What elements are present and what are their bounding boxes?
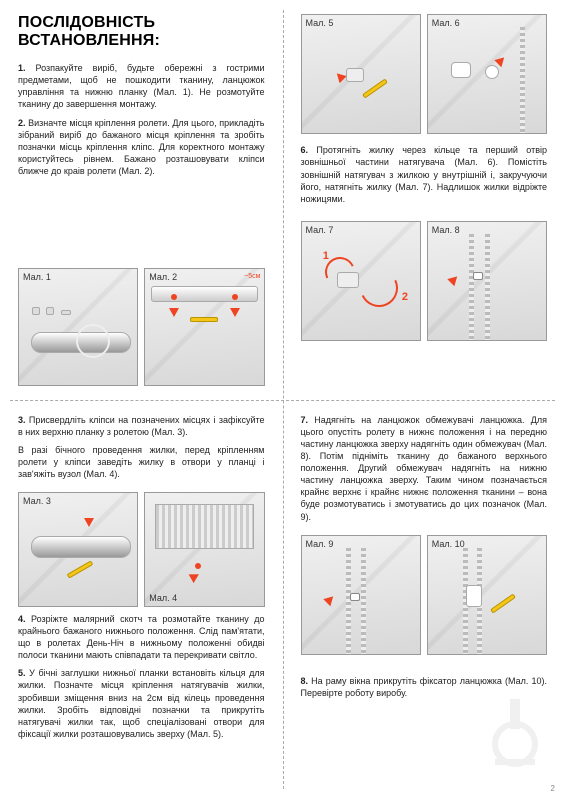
step-4-num: 4. [18, 614, 26, 624]
step-8-num: 8. [301, 676, 309, 686]
figure-row-5-6: Мал. 5 Мал. 6 [301, 14, 548, 134]
figure-4: Мал. 4 [144, 492, 264, 607]
step-3: 3. Присвердліть кліпси на позначених міс… [18, 414, 265, 438]
step-4: 4. Розріжте малярний скотч та розмотайте… [18, 613, 265, 662]
figure-9-label: Мал. 9 [306, 539, 334, 549]
figure-1-label: Мал. 1 [23, 272, 51, 282]
figure-9: Мал. 9 [301, 535, 421, 655]
horizontal-divider [10, 400, 555, 401]
figure-2: Мал. 2 ~5см [144, 268, 264, 386]
quadrant-1: ПОСЛІДОВНІСТЬ ВСТАНОВЛЕННЯ: 1. Розпакуйт… [0, 0, 283, 400]
step-6-text: Протягніть жилку через кільце та перший … [301, 145, 548, 204]
figure-row-1-2: Мал. 1 Мал. 2 ~5см [18, 268, 265, 386]
step-7-text: Надягніть на ланцюжок обмежувачі ланцюжк… [301, 415, 548, 522]
step-6: 6. Протягніть жилку через кільце та перш… [301, 144, 548, 205]
figure-row-3-4: Мал. 3 Мал. 4 [18, 492, 265, 607]
part-icon [451, 62, 471, 78]
chain-icon [346, 548, 351, 654]
chain-icon [485, 234, 490, 340]
tensioner-icon [346, 68, 364, 82]
figure-2-dim: ~5см [244, 273, 260, 280]
figure-6: Мал. 6 [427, 14, 547, 134]
callout-2: 2 [402, 291, 408, 303]
step-1: 1. Розпакуйте виріб, будьте обережні з г… [18, 62, 265, 111]
limiter-icon [473, 272, 483, 280]
step-7-num: 7. [301, 415, 309, 425]
step-1-text: Розпакуйте виріб, будьте обережні з гост… [18, 63, 265, 109]
page-number: 2 [551, 784, 555, 793]
step-2-num: 2. [18, 118, 26, 128]
watermark-icon [485, 689, 545, 769]
step-3-num: 3. [18, 415, 26, 425]
figure-row-7-8: Мал. 7 1 2 Мал. 8 [301, 221, 548, 341]
figure-8: Мал. 8 [427, 221, 547, 341]
coil-icon [76, 324, 110, 358]
chain-icon [361, 548, 366, 654]
quadrant-2: Мал. 5 Мал. 6 6. Протягніть жилку через … [283, 0, 565, 400]
step-3-text: Присвердліть кліпси на позначених місцях… [18, 415, 265, 437]
figure-3: Мал. 3 [18, 492, 138, 607]
figure-1: Мал. 1 [18, 268, 138, 386]
figure-7: Мал. 7 1 2 [301, 221, 421, 341]
step-5-num: 5. [18, 668, 26, 678]
step-3b: В разі бічного проведення жилки, перед к… [18, 444, 265, 480]
step-1-num: 1. [18, 63, 26, 73]
step-5: 5. У бічні заглушки нижньої планки встан… [18, 667, 265, 740]
step-2-text: Визначте місця кріплення ролети. Для цьо… [18, 118, 265, 177]
figure-3-label: Мал. 3 [23, 496, 51, 506]
step-7: 7. Надягніть на ланцюжок обмежувачі ланц… [301, 414, 548, 523]
chain-icon [520, 27, 525, 133]
fixator-icon [466, 585, 482, 607]
chain-icon [469, 234, 474, 340]
figure-10-label: Мал. 10 [432, 539, 465, 549]
figure-8-label: Мал. 8 [432, 225, 460, 235]
step-6-num: 6. [301, 145, 309, 155]
figure-4-label: Мал. 4 [149, 593, 177, 603]
figure-row-9-10: Мал. 9 Мал. 10 [301, 535, 548, 655]
mechanism-icon [155, 504, 254, 549]
figure-6-label: Мал. 6 [432, 18, 460, 28]
limiter-icon [350, 593, 360, 601]
step-4-text: Розріжте малярний скотч та розмотайте тк… [18, 614, 265, 660]
ring-icon [485, 65, 499, 79]
step-2: 2. Визначте місця кріплення ролети. Для … [18, 117, 265, 178]
page-title: ПОСЛІДОВНІСТЬ ВСТАНОВЛЕННЯ: [18, 14, 265, 50]
figure-7-label: Мал. 7 [306, 225, 334, 235]
callout-1: 1 [323, 250, 329, 262]
roller-tube-icon [31, 536, 132, 559]
figure-2-label: Мал. 2 [149, 272, 177, 282]
figure-5: Мал. 5 [301, 14, 421, 134]
pencil-icon [190, 317, 218, 322]
figure-10: Мал. 10 [427, 535, 547, 655]
step-5-text: У бічні заглушки нижньої планки встанові… [18, 668, 265, 739]
figure-5-label: Мал. 5 [306, 18, 334, 28]
instruction-page: ПОСЛІДОВНІСТЬ ВСТАНОВЛЕННЯ: 1. Розпакуйт… [0, 0, 565, 799]
quadrant-3: 3. Присвердліть кліпси на позначених міс… [0, 400, 283, 799]
quadrant-4: 7. Надягніть на ланцюжок обмежувачі ланц… [283, 400, 565, 799]
top-bar-icon [151, 286, 257, 302]
